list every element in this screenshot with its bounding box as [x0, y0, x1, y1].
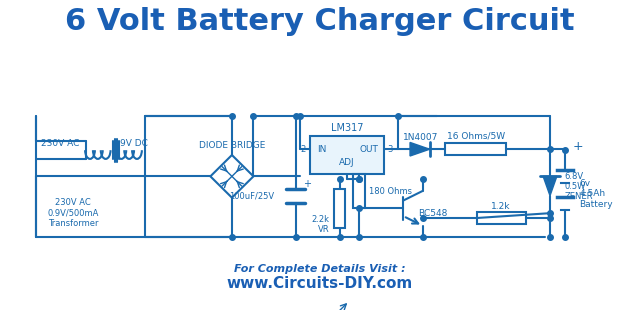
Text: 180 Ohms: 180 Ohms: [369, 187, 412, 196]
Text: DIODE BRIDGE: DIODE BRIDGE: [199, 141, 265, 150]
Text: +: +: [303, 179, 312, 189]
Text: 2: 2: [301, 145, 306, 154]
Text: 16 Ohms/5W: 16 Ohms/5W: [447, 131, 505, 140]
Text: 1N4007: 1N4007: [403, 133, 438, 142]
Polygon shape: [543, 176, 557, 196]
Text: OUT: OUT: [360, 145, 378, 154]
Text: 6v
4.5Ah
Battery: 6v 4.5Ah Battery: [579, 179, 613, 209]
Text: 6 Volt Battery Charger Circuit: 6 Volt Battery Charger Circuit: [65, 7, 575, 36]
Bar: [353, 175, 365, 208]
Bar: [310, 136, 383, 175]
Text: ADJ: ADJ: [339, 158, 355, 167]
Bar: [477, 212, 525, 224]
Text: For Complete Details Visit :: For Complete Details Visit :: [234, 264, 406, 274]
Text: 1.2k: 1.2k: [492, 202, 511, 211]
Text: 230V AC: 230V AC: [42, 139, 80, 148]
Text: IN: IN: [317, 145, 326, 154]
Polygon shape: [410, 142, 429, 156]
Text: 9V DC: 9V DC: [120, 139, 148, 148]
Text: 2.2k
VR: 2.2k VR: [312, 215, 330, 234]
Bar: [333, 189, 346, 228]
Text: 100uF/25V: 100uF/25V: [229, 191, 274, 200]
Text: www.Circuits-DIY.com: www.Circuits-DIY.com: [227, 277, 413, 291]
Text: 6.8V
0.5W
ZENER: 6.8V 0.5W ZENER: [564, 172, 593, 202]
Bar: [445, 144, 506, 155]
Text: 3: 3: [388, 145, 393, 154]
Text: 230V AC
0.9V/500mA
Transformer: 230V AC 0.9V/500mA Transformer: [47, 198, 99, 228]
Text: +: +: [573, 140, 583, 153]
Text: LM317: LM317: [331, 123, 363, 133]
Text: BC548: BC548: [418, 209, 447, 218]
